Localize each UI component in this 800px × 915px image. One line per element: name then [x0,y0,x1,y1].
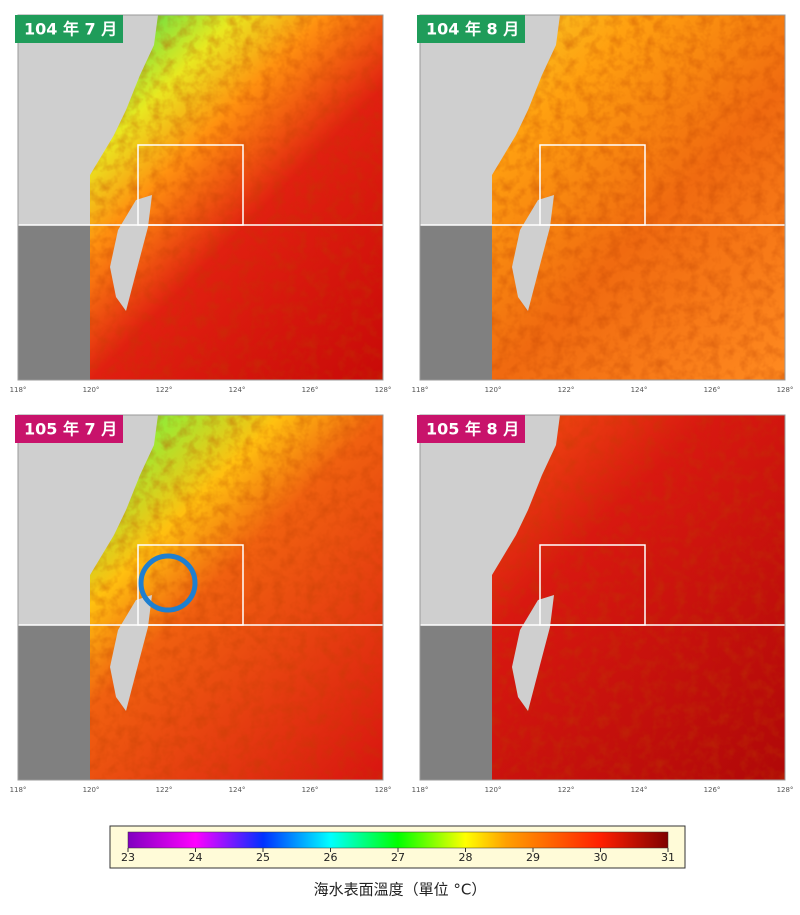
lon-tick-label: 118° [412,386,429,394]
map-panel: 105 年 7 月 118° 120° 122° 124° 126° 128° [10,414,392,794]
lon-tick-label: 122° [156,786,173,794]
lon-tick-label: 124° [229,386,246,394]
lon-tick-label: 126° [704,786,721,794]
map-panel: 105 年 8 月 118° 120° 122° 124° 126° 128° [412,414,794,794]
lon-tick-label: 120° [83,386,100,394]
lon-tick-label: 124° [631,786,648,794]
lon-tick-label: 128° [777,786,794,794]
colorbar-tick-label: 24 [189,851,203,864]
colorbar-tick-label: 29 [526,851,540,864]
lon-tick-label: 128° [375,786,392,794]
study-box [137,544,244,626]
lon-tick-label: 120° [83,786,100,794]
map-panel: 104 年 8 月 118° 120° 122° 124° 126° 128° [412,14,794,394]
colorbar: 23 24 25 26 27 28 29 30 31 [109,825,686,869]
colorbar-tick-label: 31 [661,851,675,864]
panel-label: 105 年 7 月 [24,420,117,439]
mainland [18,415,158,625]
taiwan [110,595,152,711]
colorbar-tick-label: 23 [121,851,135,864]
lon-tick-label: 120° [485,786,502,794]
panel-label: 104 年 7 月 [24,20,117,39]
panel-tag [15,15,123,43]
lon-tick-label: 122° [558,786,575,794]
lon-tick-label: 126° [302,386,319,394]
land-mask [18,225,90,380]
panel-label: 104 年 8 月 [426,20,519,39]
panel-tag [15,415,123,443]
lon-tick-label: 124° [631,386,648,394]
colorbar-tick-label: 26 [324,851,338,864]
panel-tag [417,15,525,43]
lon-tick-label: 118° [10,786,27,794]
lon-tick-label: 126° [302,786,319,794]
colorbar-tick-label: 30 [594,851,608,864]
panel-tag [417,415,525,443]
lon-tick-label: 122° [156,386,173,394]
mainland [18,15,158,225]
colorbar-gradient [127,831,669,849]
panel-frame [419,14,786,381]
colorbar-tick-label: 27 [391,851,405,864]
lon-tick-label: 120° [485,386,502,394]
lon-tick-label: 128° [375,386,392,394]
land-mask [420,625,492,780]
lon-tick-label: 118° [412,786,429,794]
colorbar-tick-label: 25 [256,851,270,864]
land-mask [420,225,492,380]
map-panel: 104 年 7 月 118° 120° 122° 124° 126° 128° [10,14,392,394]
highlight-circle [138,553,198,613]
panel-frame [419,414,786,781]
study-box [539,544,646,626]
mainland [420,415,560,625]
lon-tick-label: 128° [777,386,794,394]
taiwan [110,195,152,311]
taiwan [512,195,554,311]
panel-label: 105 年 8 月 [426,420,519,439]
lon-tick-label: 118° [10,386,27,394]
lon-tick-label: 122° [558,386,575,394]
taiwan [512,595,554,711]
study-box [137,144,244,226]
lon-tick-label: 126° [704,386,721,394]
land-mask [18,625,90,780]
panel-frame [17,414,384,781]
study-box [539,144,646,226]
lon-tick-label: 124° [229,786,246,794]
mainland [420,15,560,225]
caption: 海水表面溫度（單位 °C） [314,881,487,899]
panel-frame [17,14,384,381]
colorbar-tick-label: 28 [459,851,473,864]
